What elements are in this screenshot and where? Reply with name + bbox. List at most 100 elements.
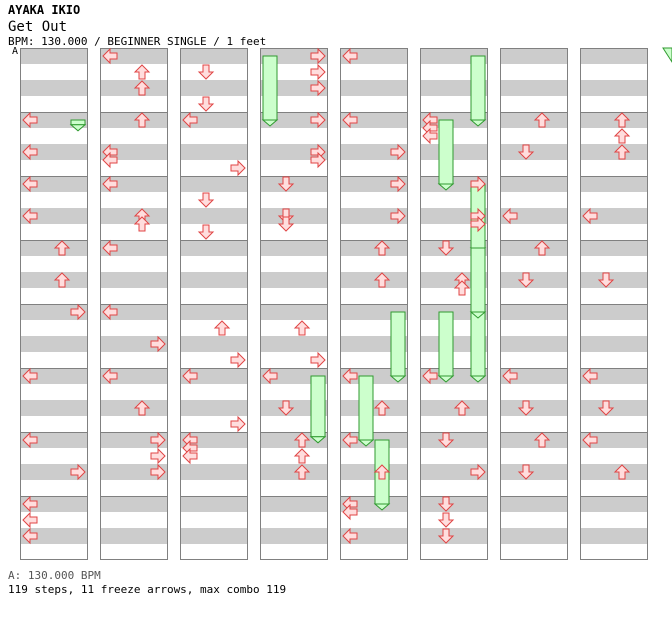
left-arrow <box>422 127 438 145</box>
left-arrow <box>342 431 358 449</box>
left-arrow <box>22 207 38 225</box>
beat-stripe <box>100 368 168 384</box>
beat-stripe <box>100 224 168 240</box>
beat-stripe <box>260 512 328 528</box>
beat-stripe <box>20 528 88 544</box>
freeze-arrow-body <box>262 55 278 121</box>
beat-stripe <box>580 224 648 240</box>
beat-stripe <box>260 144 328 160</box>
beat-stripe <box>500 96 568 112</box>
left-arrow <box>22 367 38 385</box>
beat-stripe <box>20 128 88 144</box>
beat-stripe <box>260 320 328 336</box>
beat-stripe <box>180 144 248 160</box>
freeze-arrow-body <box>390 311 406 377</box>
beat-stripe <box>500 64 568 80</box>
right-arrow <box>310 111 326 129</box>
beat-stripe <box>340 432 408 448</box>
left-arrow <box>22 175 38 193</box>
beat-stripe <box>20 304 88 320</box>
beat-stripe <box>340 480 408 496</box>
left-arrow <box>102 47 118 65</box>
beat-stripe <box>180 224 248 240</box>
up-arrow <box>373 464 391 480</box>
beat-stripe <box>260 352 328 368</box>
beat-stripe <box>420 480 488 496</box>
beat-stripe <box>20 208 88 224</box>
beat-stripe <box>500 272 568 288</box>
right-arrow <box>230 351 246 369</box>
beat-stripe <box>180 176 248 192</box>
freeze-arrow-tail <box>437 183 455 191</box>
freeze-arrow-tail <box>261 119 279 127</box>
left-arrow <box>502 367 518 385</box>
up-arrow <box>133 80 151 96</box>
left-arrow <box>102 175 118 193</box>
beat-stripe <box>100 160 168 176</box>
beat-stripe <box>180 160 248 176</box>
beat-stripe <box>260 448 328 464</box>
bpm-summary: A: 130.000 BPM <box>8 569 101 582</box>
beat-stripe <box>20 160 88 176</box>
section-marker: A <box>12 46 19 57</box>
beat-stripe <box>180 400 248 416</box>
beat-stripe <box>500 368 568 384</box>
beat-stripe <box>100 144 168 160</box>
beat-stripe <box>500 544 568 560</box>
beat-stripe <box>100 512 168 528</box>
beat-stripe <box>100 320 168 336</box>
beat-stripe <box>340 528 408 544</box>
beat-stripe <box>340 288 408 304</box>
chart-column-border <box>260 48 328 560</box>
down-arrow <box>597 272 615 288</box>
beat-stripe <box>580 528 648 544</box>
beat-stripe <box>580 368 648 384</box>
beat-stripe <box>180 448 248 464</box>
beat-stripe <box>340 512 408 528</box>
freeze-arrow-tail <box>469 375 487 383</box>
beat-stripe <box>500 416 568 432</box>
freeze-arrow-continuation <box>662 47 672 63</box>
beat-stripe <box>340 416 408 432</box>
left-arrow <box>342 367 358 385</box>
freeze-arrow-tail <box>373 503 391 511</box>
beat-stripe <box>180 432 248 448</box>
freeze-arrow-body <box>470 247 486 313</box>
down-arrow <box>597 400 615 416</box>
beat-stripe <box>20 336 88 352</box>
beat-stripe <box>340 80 408 96</box>
freeze-arrow-tail <box>357 439 375 447</box>
beat-stripe <box>260 304 328 320</box>
chart-column-border <box>580 48 648 560</box>
down-arrow <box>197 224 215 240</box>
beat-stripe <box>500 480 568 496</box>
up-arrow <box>133 216 151 232</box>
beat-stripe <box>580 112 648 128</box>
up-arrow <box>533 432 551 448</box>
beat-stripe <box>260 192 328 208</box>
beat-stripe <box>180 288 248 304</box>
freeze-arrow-body <box>438 311 454 377</box>
right-arrow <box>390 175 406 193</box>
beat-stripe <box>180 80 248 96</box>
beat-stripe <box>420 512 488 528</box>
beat-stripe <box>260 464 328 480</box>
right-arrow <box>230 159 246 177</box>
up-arrow <box>53 272 71 288</box>
beat-stripe <box>100 64 168 80</box>
step-stats: 119 steps, 11 freeze arrows, max combo 1… <box>8 583 287 596</box>
beat-stripe <box>100 464 168 480</box>
beat-stripe <box>180 240 248 256</box>
down-arrow <box>277 216 295 232</box>
beat-stripe <box>340 240 408 256</box>
left-arrow <box>582 207 598 225</box>
beat-stripe <box>100 304 168 320</box>
beat-stripe <box>100 176 168 192</box>
beat-stripe <box>340 128 408 144</box>
beat-stripe <box>500 528 568 544</box>
beat-stripe <box>180 48 248 64</box>
beat-stripe <box>340 64 408 80</box>
up-arrow <box>373 240 391 256</box>
beat-stripe <box>580 176 648 192</box>
freeze-arrow-body <box>470 311 486 377</box>
